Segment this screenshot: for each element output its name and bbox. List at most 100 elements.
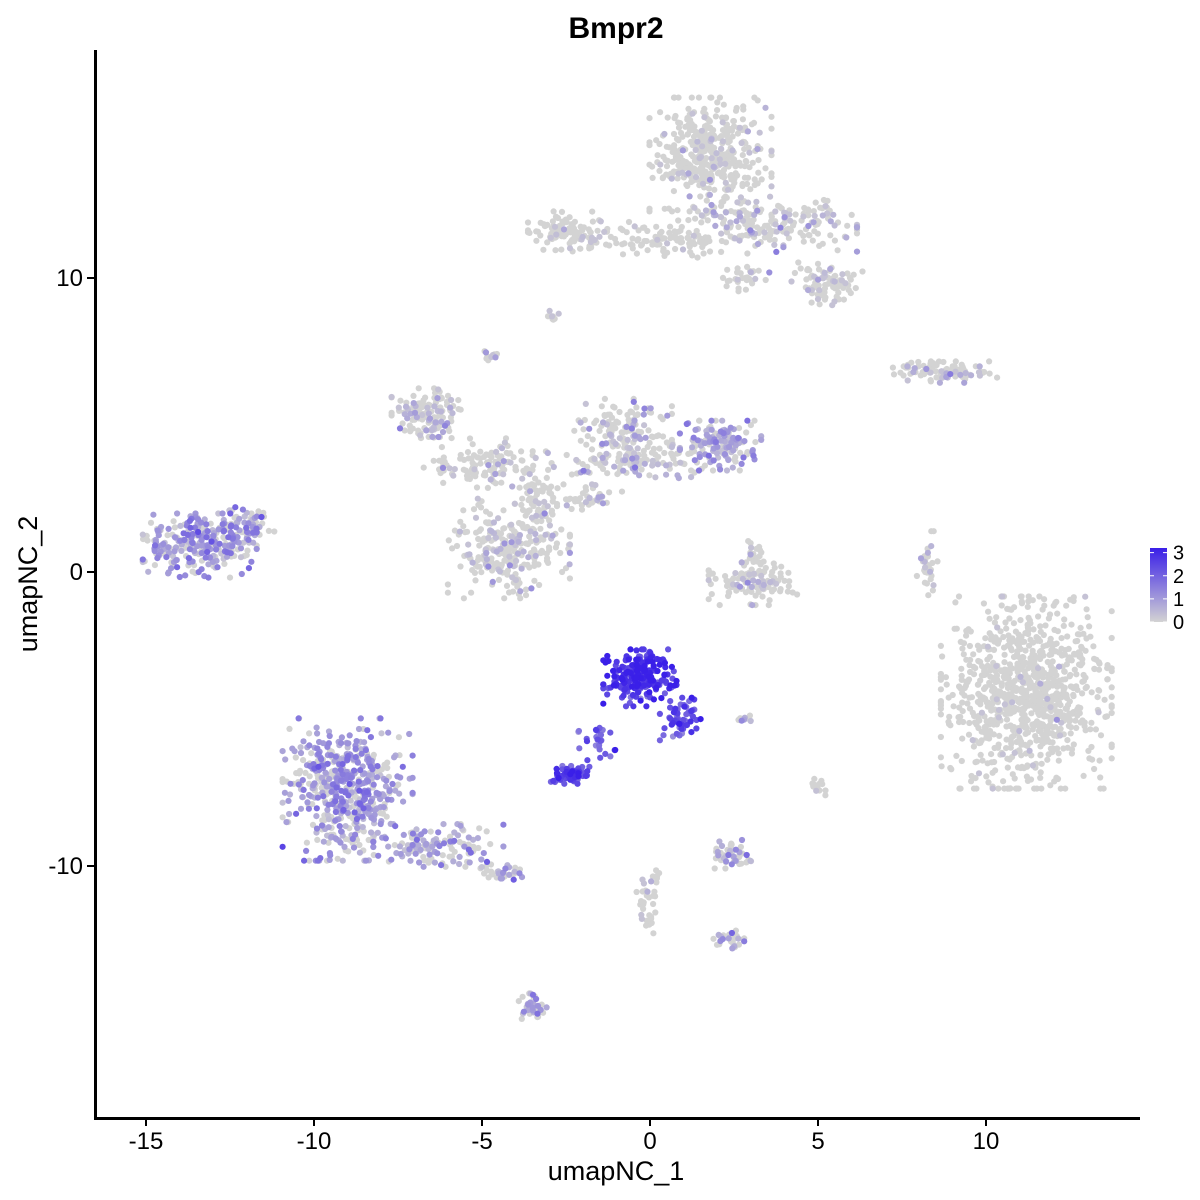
cell-point xyxy=(315,763,322,770)
cell-point xyxy=(1028,710,1035,717)
cell-point xyxy=(965,731,973,738)
cell-point xyxy=(482,349,490,356)
cell-point xyxy=(558,246,565,253)
cell-point xyxy=(478,864,485,871)
cell-point xyxy=(596,233,603,240)
cell-point xyxy=(971,712,978,720)
cell-point xyxy=(489,466,496,473)
cell-point xyxy=(672,245,679,253)
cell-point xyxy=(667,698,674,705)
cell-point xyxy=(450,472,457,479)
cell-point xyxy=(625,656,632,663)
cell-point xyxy=(500,507,507,514)
cell-point xyxy=(925,592,932,599)
cell-point xyxy=(762,165,769,172)
cell-point xyxy=(545,466,552,473)
cell-point xyxy=(952,368,959,375)
cell-point xyxy=(947,764,954,772)
cell-point xyxy=(286,810,293,818)
cell-point xyxy=(1000,633,1007,641)
cell-point xyxy=(305,805,312,812)
cell-point xyxy=(740,106,747,113)
cell-point xyxy=(472,471,479,478)
cell-point xyxy=(604,691,611,698)
cell-point xyxy=(547,234,554,241)
cell-point xyxy=(650,696,658,703)
cell-point xyxy=(988,687,996,694)
cell-point xyxy=(332,835,339,842)
cell-point xyxy=(728,841,735,848)
cell-point xyxy=(297,805,305,812)
cell-point xyxy=(1070,691,1077,699)
cell-point xyxy=(1057,725,1064,733)
cell-point xyxy=(670,94,678,101)
cell-point xyxy=(831,298,838,305)
cell-point xyxy=(232,504,239,511)
cell-point xyxy=(754,180,761,187)
cell-point xyxy=(417,846,424,854)
cell-point xyxy=(976,646,983,653)
cell-point xyxy=(466,435,474,442)
cell-point xyxy=(465,541,472,548)
cell-point xyxy=(652,474,659,481)
cell-point xyxy=(643,238,650,245)
cell-point xyxy=(728,929,736,937)
cell-point xyxy=(748,588,755,596)
cell-point xyxy=(959,363,966,371)
cell-point xyxy=(685,450,692,457)
cell-point xyxy=(657,161,664,168)
cell-point xyxy=(508,533,515,540)
cell-point xyxy=(781,209,788,216)
cell-point xyxy=(1057,732,1064,739)
cell-point xyxy=(325,839,332,846)
cell-point xyxy=(659,416,666,423)
cell-point xyxy=(913,572,921,580)
cell-point xyxy=(735,425,743,432)
cell-point xyxy=(339,798,346,805)
cell-point xyxy=(313,825,321,832)
cell-point xyxy=(653,137,660,144)
cell-point xyxy=(195,569,202,576)
cell-point xyxy=(514,550,522,557)
cell-point xyxy=(532,552,539,560)
cell-point xyxy=(735,288,742,295)
cell-point xyxy=(368,829,375,836)
cell-point xyxy=(698,127,706,134)
cell-point xyxy=(469,567,476,574)
cell-point xyxy=(1080,772,1087,780)
cell-point xyxy=(698,219,705,226)
cell-point xyxy=(503,449,510,456)
cell-point xyxy=(1072,717,1079,724)
cell-point xyxy=(732,570,739,577)
cell-point xyxy=(386,788,393,795)
cell-point xyxy=(649,457,656,464)
cell-point xyxy=(388,412,395,419)
cell-point xyxy=(365,755,372,763)
cell-point xyxy=(279,843,286,850)
cell-point xyxy=(550,208,557,215)
cell-point xyxy=(606,431,614,438)
cell-point xyxy=(345,848,352,855)
cell-point xyxy=(543,474,550,481)
cell-point xyxy=(1068,746,1076,753)
cell-point xyxy=(416,859,423,866)
cell-point xyxy=(746,712,754,719)
cell-point xyxy=(668,208,676,215)
cell-point xyxy=(552,213,560,220)
cell-point xyxy=(911,365,918,372)
cell-point xyxy=(662,156,669,164)
cell-point xyxy=(616,408,623,416)
cell-point xyxy=(803,276,810,283)
cell-point xyxy=(669,452,676,460)
cell-point xyxy=(505,546,513,553)
cell-point xyxy=(648,915,655,922)
cell-point xyxy=(314,836,321,844)
cell-point xyxy=(1097,732,1105,739)
cell-point xyxy=(465,846,472,853)
cell-point xyxy=(969,737,976,744)
cell-point xyxy=(345,792,352,799)
cell-point xyxy=(637,697,644,704)
cell-point xyxy=(733,104,740,112)
cell-point xyxy=(747,269,754,276)
cell-point xyxy=(640,905,647,913)
